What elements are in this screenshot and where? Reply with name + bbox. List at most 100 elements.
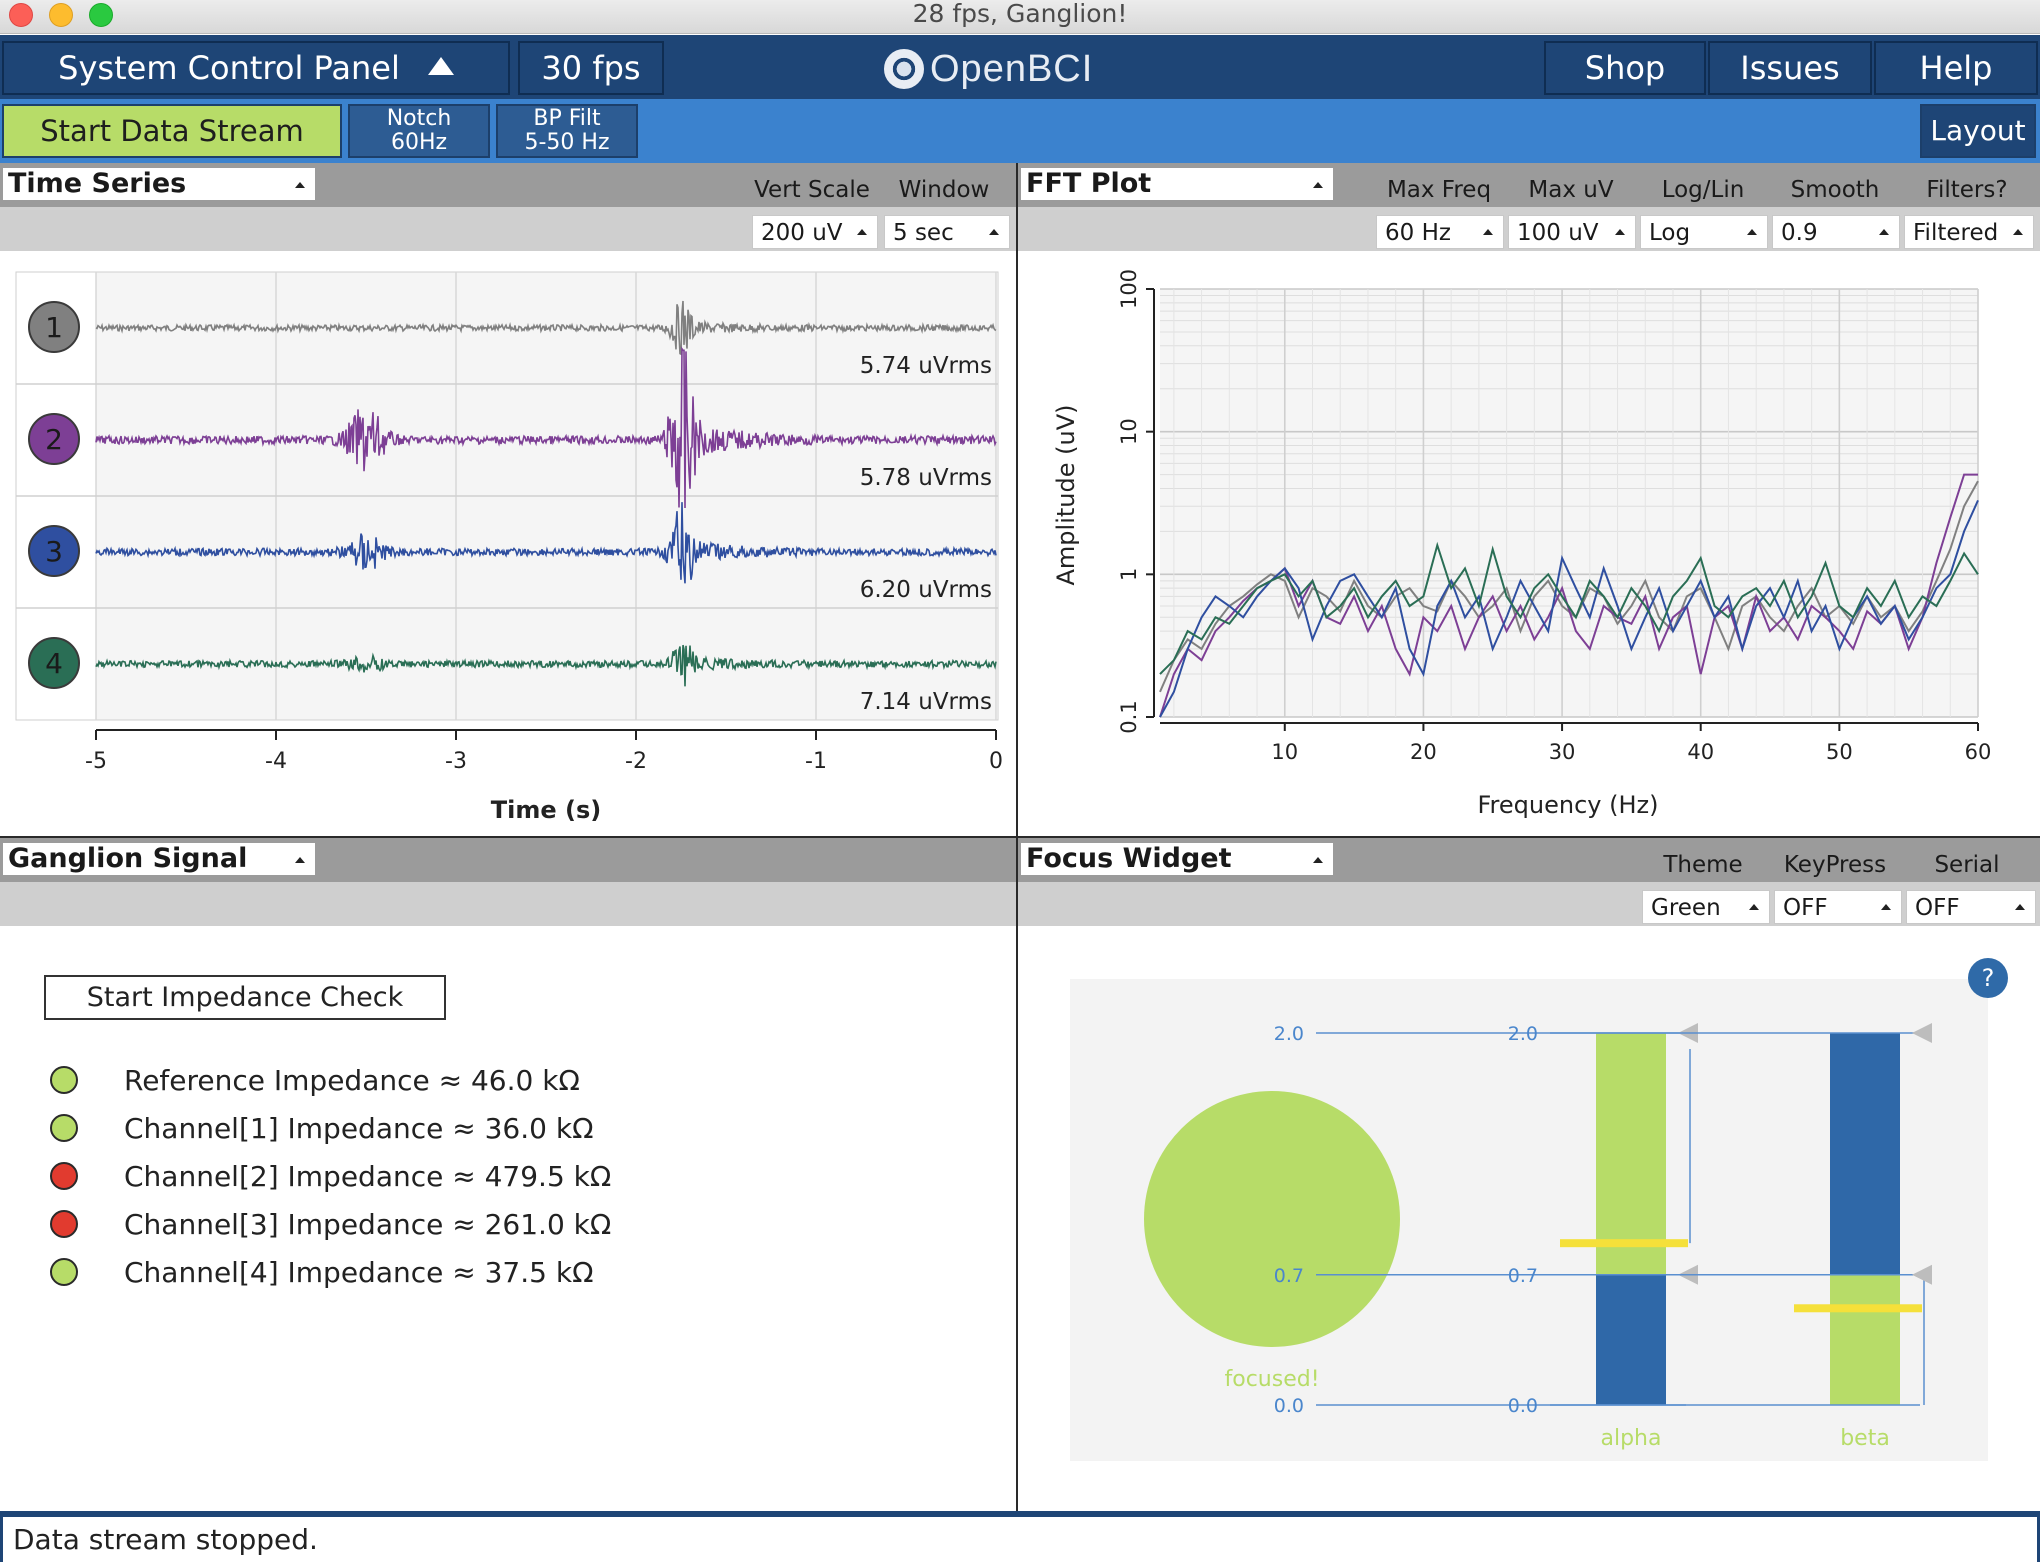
bar-tick-label: 2.0 (1274, 1023, 1304, 1045)
channel-toggle-button[interactable] (28, 525, 80, 577)
ganglion-signal-panel: Ganglion Signal (0, 838, 1016, 1511)
bar-upper-segment (1596, 1033, 1666, 1275)
impedance-text: Channel[3] Impedance ≈ 261.0 kΩ (124, 1207, 612, 1241)
smooth-value: 0.9 (1781, 220, 1818, 246)
max-uv-label: Max uV (1528, 177, 1614, 203)
dropdown-arrow-icon (1483, 229, 1493, 235)
channel-row: 3 6.20 uVrms (28, 502, 997, 603)
fft-y-axis-label: Amplitude (uV) (1052, 405, 1080, 586)
channel-signal-trace (95, 644, 997, 687)
impedance-row: Channel[4] Impedance ≈ 37.5 kΩ (50, 1255, 594, 1289)
dropdown-arrow-icon (1313, 857, 1323, 863)
serial-select[interactable]: OFF (1906, 890, 2036, 924)
channel-rms-value: 5.74 uVrms (860, 353, 992, 379)
dropdown-arrow-icon (1881, 904, 1891, 910)
filters-select[interactable]: Filtered (1904, 215, 2034, 249)
impedance-text: Channel[4] Impedance ≈ 37.5 kΩ (124, 1255, 594, 1289)
shop-button[interactable]: Shop (1544, 41, 1706, 95)
focus-title: Focus Widget (1026, 843, 1232, 874)
bar-tick-label: 0.7 (1508, 1265, 1538, 1287)
dropdown-arrow-icon (2015, 904, 2025, 910)
system-control-panel-button[interactable]: System Control Panel (2, 41, 510, 95)
channel-number: 2 (45, 423, 63, 456)
time-series-title: Time Series (8, 168, 187, 199)
window-titlebar: 28 fps, Ganglion! (0, 0, 2040, 34)
max-freq-value: 60 Hz (1385, 220, 1451, 246)
impedance-text: Channel[2] Impedance ≈ 479.5 kΩ (124, 1159, 612, 1193)
log-lin-value: Log (1649, 220, 1691, 246)
top-nav: System Control Panel 30 fps OpenBCI Shop… (0, 35, 2040, 99)
dropdown-arrow-icon (1749, 904, 1759, 910)
impedance-text: Channel[1] Impedance ≈ 36.0 kΩ (124, 1111, 594, 1145)
x-tick-label: -2 (625, 749, 647, 774)
focus-header: Focus Widget (1018, 838, 2040, 882)
close-window-button[interactable] (9, 3, 33, 27)
channel-number: 3 (45, 535, 63, 568)
start-data-stream-button[interactable]: Start Data Stream (2, 104, 342, 158)
dropdown-arrow-icon (1747, 229, 1757, 235)
help-icon[interactable]: ? (1968, 958, 2008, 998)
fft-y-tick-label: 0.1 (1117, 700, 1141, 733)
max-uv-select[interactable]: 100 uV (1508, 215, 1636, 249)
window-select[interactable]: 5 sec (884, 215, 1010, 249)
notch-label: Notch (386, 106, 452, 131)
impedance-status-dot (50, 1066, 78, 1094)
theme-select[interactable]: Green (1642, 890, 1770, 924)
fft-y-tick-label: 100 (1117, 269, 1141, 309)
impedance-status-dot (50, 1114, 78, 1142)
help-button[interactable]: Help (1874, 41, 2038, 95)
toolbar: Start Data Stream Notch 60Hz BP Filt 5-5… (0, 99, 2040, 163)
bar-name-label: beta (1840, 1426, 1890, 1451)
channel-toggle-button[interactable] (28, 413, 80, 465)
max-freq-select[interactable]: 60 Hz (1376, 215, 1504, 249)
bandpass-filter-button[interactable]: BP Filt 5-50 Hz (496, 104, 638, 158)
fft-header: FFT Plot (1018, 163, 2040, 207)
dropdown-arrow-icon (1615, 229, 1625, 235)
fft-chart: 10 20 30 40 50 60 0.1 1 10 100 Amplitude (uV) Fre… (1052, 269, 1991, 819)
smooth-select[interactable]: 0.9 (1772, 215, 1900, 249)
layout-button[interactable]: Layout (1920, 104, 2036, 158)
dropdown-arrow-icon (1879, 229, 1889, 235)
focus-indicator-circle (1144, 1091, 1400, 1347)
minimize-window-button[interactable] (49, 3, 73, 27)
serial-label: Serial (1934, 852, 2000, 878)
vert-scale-select[interactable]: 200 uV (752, 215, 878, 249)
serial-value: OFF (1915, 895, 1960, 921)
log-lin-select[interactable]: Log (1640, 215, 1768, 249)
bp-value: 5-50 Hz (524, 130, 610, 155)
channel-number: 1 (45, 311, 63, 344)
smooth-label: Smooth (1790, 177, 1880, 203)
threshold-handle-icon[interactable] (1912, 1023, 1932, 1043)
ganglion-widget-select[interactable]: Ganglion Signal (3, 843, 315, 875)
channel-rms-value: 5.78 uVrms (860, 465, 992, 491)
issues-button[interactable]: Issues (1708, 41, 1872, 95)
maximize-window-button[interactable] (89, 3, 113, 27)
channel-toggle-button[interactable] (28, 301, 80, 353)
channel-rms-value: 7.14 uVrms (860, 689, 992, 715)
focus-widget-select[interactable]: Focus Widget (1021, 843, 1333, 875)
fps-button[interactable]: 30 fps (518, 41, 664, 95)
focus-bar-beta: 2.0 0.7 0.0 beta (1508, 1023, 1932, 1451)
bar-tick-label: 2.0 (1508, 1023, 1538, 1045)
ganglion-header: Ganglion Signal (0, 838, 1016, 882)
keypress-select[interactable]: OFF (1774, 890, 1902, 924)
impedance-row: Channel[3] Impedance ≈ 261.0 kΩ (50, 1207, 612, 1241)
log-lin-label: Log/Lin (1661, 177, 1745, 203)
bar-tick-label: 0.0 (1274, 1395, 1304, 1417)
start-impedance-check-button[interactable]: Start Impedance Check (44, 975, 446, 1020)
dropdown-arrow-icon (989, 229, 999, 235)
fft-widget-select[interactable]: FFT Plot (1021, 168, 1333, 200)
bar-upper-segment (1830, 1033, 1900, 1275)
fft-panel: FFT Plot Max Freq Max uV Log/Lin Smooth … (1018, 163, 2040, 836)
bar-tick-label: 0.0 (1508, 1395, 1538, 1417)
keypress-label: KeyPress (1783, 852, 1887, 878)
threshold-handle-icon[interactable] (1912, 1264, 1932, 1285)
notch-filter-button[interactable]: Notch 60Hz (348, 104, 490, 158)
max-freq-label: Max Freq (1386, 177, 1492, 203)
vert-scale-label: Vert Scale (754, 177, 870, 203)
x-tick-label: -3 (445, 749, 467, 774)
fft-series-line (1159, 499, 1979, 718)
fft-series-line (1159, 473, 1978, 718)
channel-toggle-button[interactable] (28, 637, 80, 689)
time-series-widget-select[interactable]: Time Series (3, 168, 315, 200)
